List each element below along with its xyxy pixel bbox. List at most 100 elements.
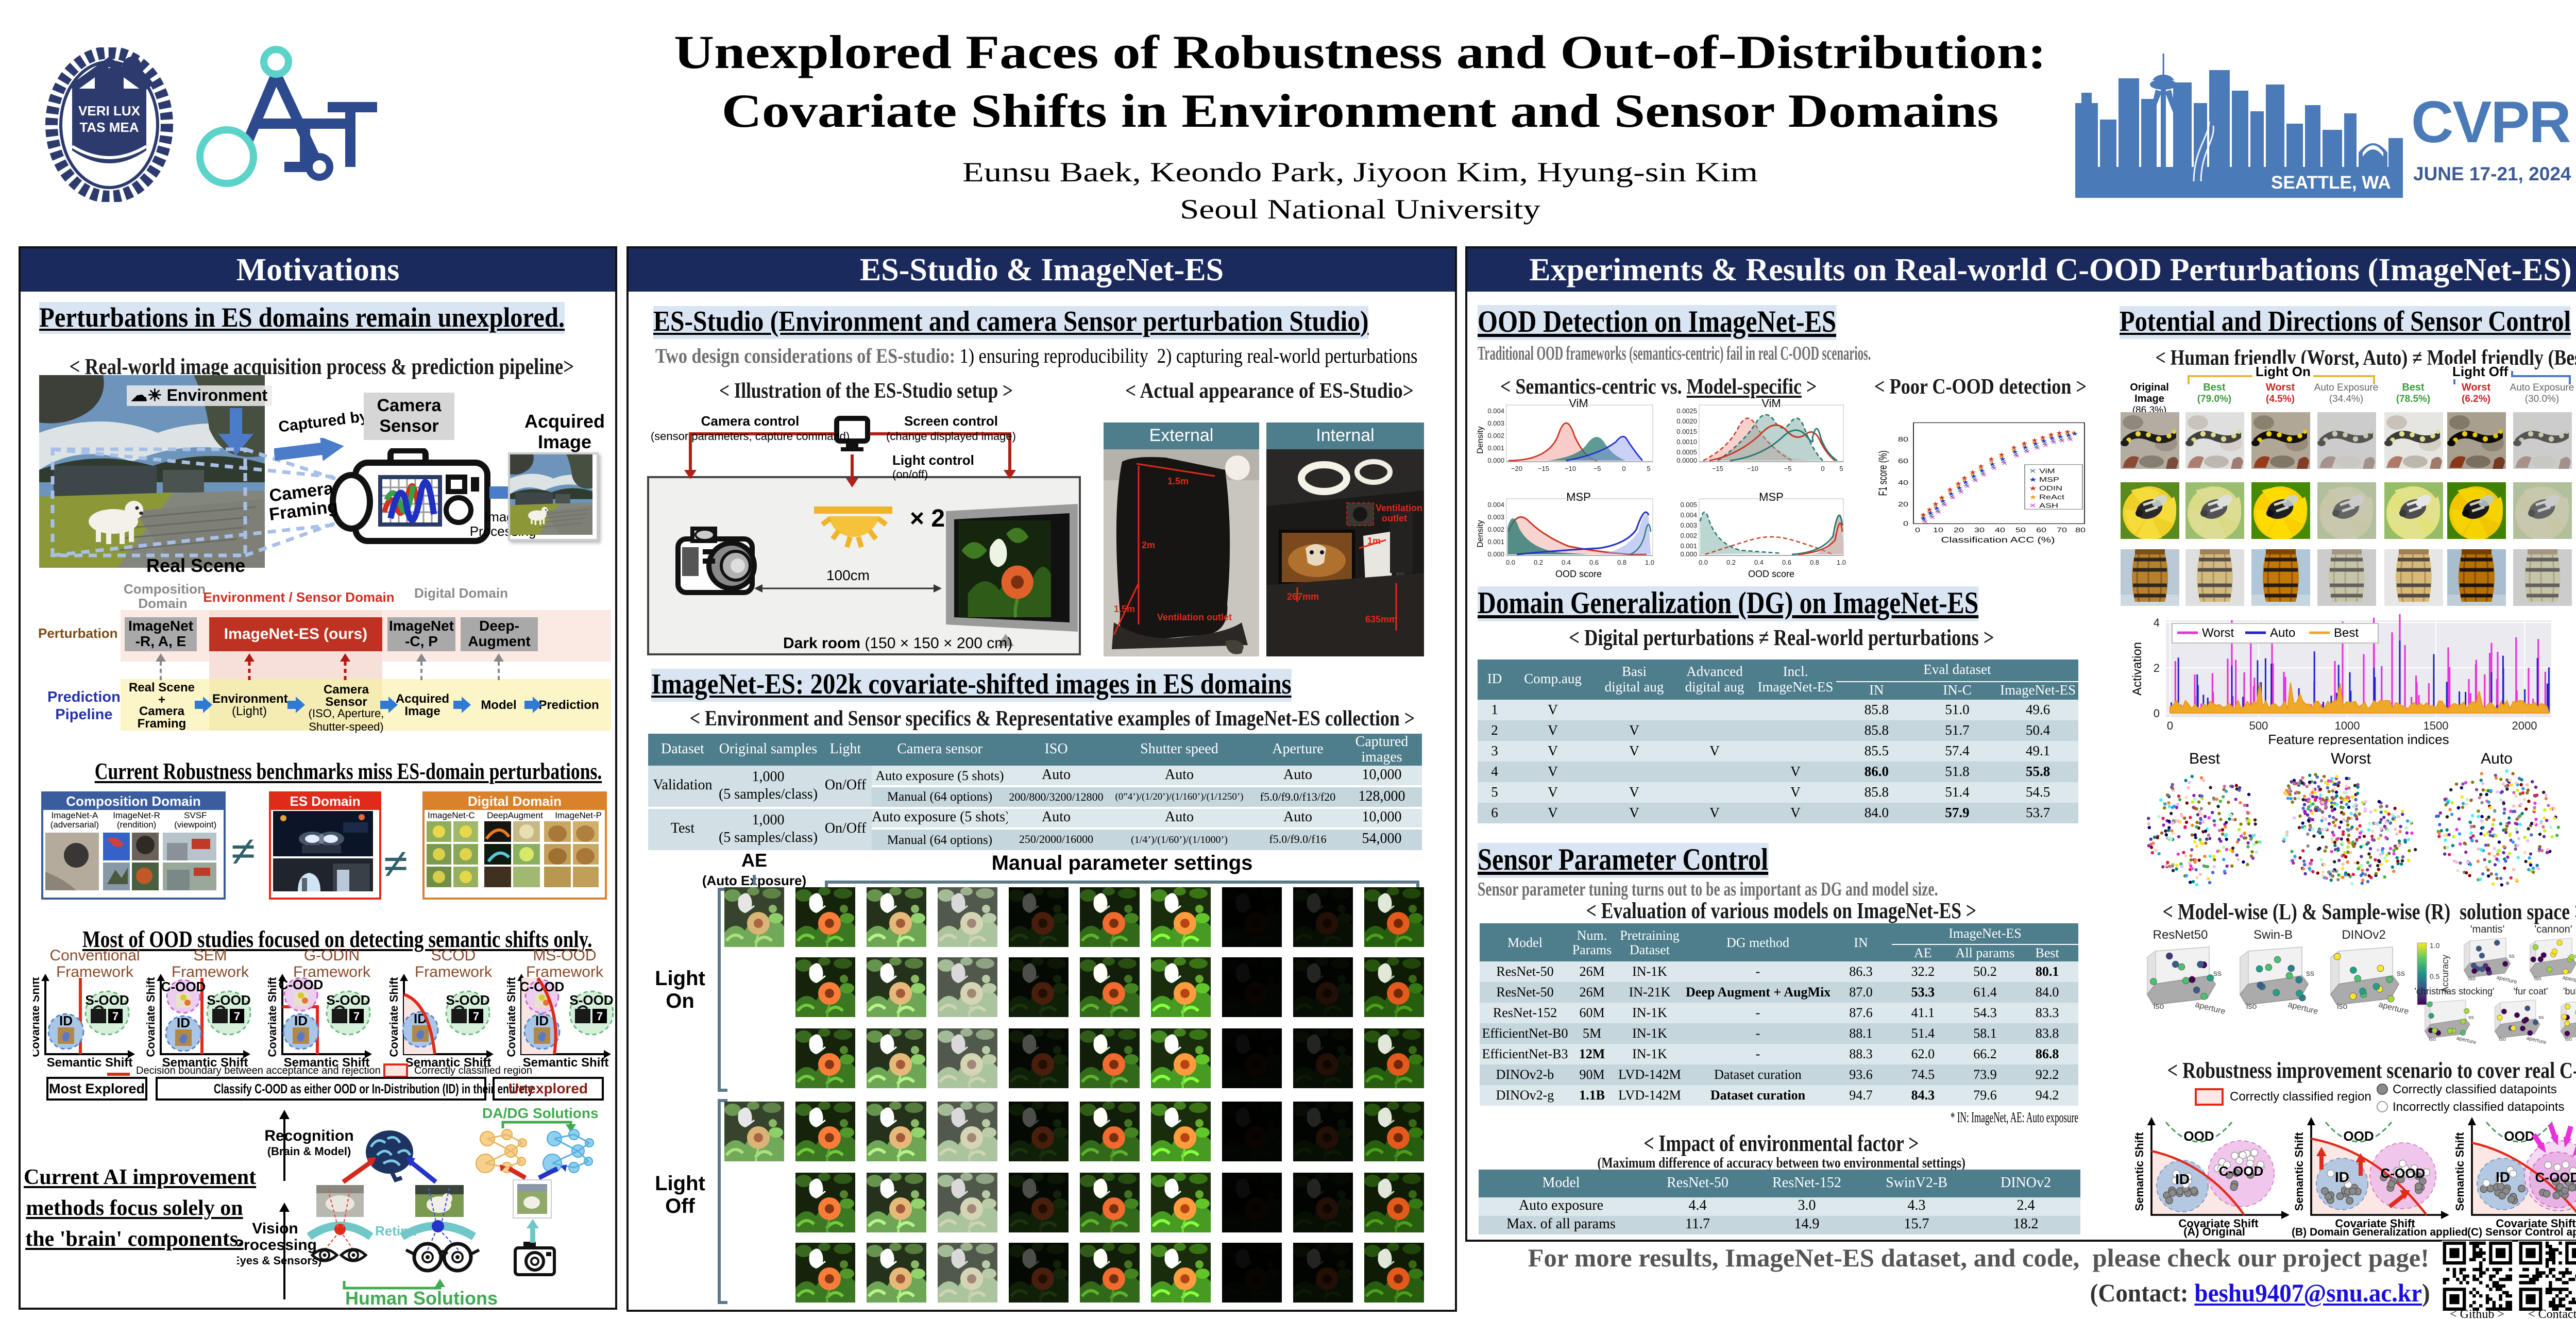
- svg-text:★: ★: [1969, 468, 1976, 475]
- svg-text:★: ★: [2047, 433, 2055, 440]
- svg-text:0.0: 0.0: [1506, 559, 1515, 566]
- svg-text:★: ★: [1955, 482, 1962, 489]
- svg-text:★: ★: [1920, 515, 1927, 521]
- svg-text:✕: ✕: [2012, 451, 2019, 458]
- svg-text:1.5m: 1.5m: [1114, 604, 1135, 614]
- svg-text:Density: Density: [1476, 426, 1485, 453]
- svg-text:★: ★: [2070, 429, 2077, 435]
- svg-text:✕: ✕: [2000, 459, 2007, 465]
- svg-text:✕: ✕: [2059, 437, 2065, 444]
- svg-text:★: ★: [2056, 432, 2063, 438]
- svg-text:Incorrectly classified datapoi: Incorrectly classified datapoints: [2393, 1100, 2565, 1114]
- svg-text:4: 4: [2154, 616, 2160, 629]
- svg-text:'fur coat': 'fur coat': [2514, 986, 2548, 996]
- svg-text:C-OOD: C-OOD: [2535, 1170, 2576, 1185]
- svg-text:Screen control: Screen control: [904, 413, 998, 429]
- svg-text:'mantis': 'mantis': [2470, 924, 2505, 935]
- svg-text:Covariate Shift: Covariate Shift: [2178, 1217, 2259, 1230]
- svg-text:★: ★: [1961, 474, 1968, 481]
- svg-text:★: ★: [1988, 458, 1995, 464]
- svg-text:0.5: 0.5: [2430, 972, 2440, 980]
- svg-text:★: ★: [2011, 448, 2019, 455]
- svg-text:★: ★: [2056, 430, 2063, 436]
- svg-text:0.004: 0.004: [1487, 501, 1504, 509]
- svg-text:ASH: ASH: [2039, 502, 2058, 510]
- svg-text:★: ★: [1932, 500, 1939, 507]
- svg-text:1.0: 1.0: [1837, 559, 1846, 566]
- svg-text:TAS MEA: TAS MEA: [79, 120, 139, 135]
- svg-text:0: 0: [1915, 527, 1920, 534]
- svg-text:1000: 1000: [2335, 719, 2360, 732]
- svg-text:★: ★: [2029, 485, 2037, 492]
- svg-text:✕: ✕: [1963, 481, 1970, 488]
- svg-text:aperture: aperture: [2194, 1000, 2226, 1016]
- svg-text:70: 70: [2057, 527, 2067, 534]
- svg-text:✕: ✕: [2058, 436, 2064, 443]
- svg-text:0.2: 0.2: [1726, 559, 1736, 566]
- svg-text:0.000: 0.000: [1487, 550, 1504, 558]
- svg-text:0.0025: 0.0025: [1676, 407, 1697, 415]
- svg-text:20: 20: [1898, 501, 1908, 508]
- svg-text:Classification ACC (%): Classification ACC (%): [1941, 536, 2055, 545]
- svg-text:★: ★: [1946, 486, 1954, 493]
- svg-text:DINOv2: DINOv2: [2342, 928, 2385, 942]
- svg-text:× 2: × 2: [910, 505, 945, 532]
- svg-text:★: ★: [2071, 430, 2078, 437]
- svg-text:★: ★: [1970, 473, 1977, 480]
- svg-text:Ventilation: Ventilation: [1376, 503, 1422, 513]
- svg-text:★: ★: [1920, 511, 1927, 518]
- svg-text:✕: ✕: [1928, 513, 1935, 519]
- svg-text:−10: −10: [1565, 465, 1576, 472]
- svg-text:aperture: aperture: [2526, 1035, 2547, 1045]
- svg-text:ss: ss: [2575, 953, 2576, 959]
- svg-text:0.002: 0.002: [1680, 532, 1697, 539]
- svg-text:−10: −10: [1747, 465, 1758, 472]
- svg-text:(sensor parameters, capture co: (sensor parameters, capture command): [651, 430, 850, 443]
- svg-text:Covariate Shift: Covariate Shift: [2335, 1217, 2415, 1230]
- svg-text:MSP: MSP: [2039, 477, 2059, 484]
- svg-text:0.8: 0.8: [1810, 559, 1819, 566]
- svg-text:★: ★: [1947, 490, 1955, 497]
- svg-text:★: ★: [2029, 494, 2037, 501]
- svg-text:ODIN: ODIN: [2039, 485, 2062, 492]
- svg-text:500: 500: [2249, 719, 2268, 732]
- svg-text:Density: Density: [1476, 520, 1485, 547]
- svg-text:0.4: 0.4: [1562, 559, 1571, 566]
- svg-text:Auto: Auto: [2270, 626, 2295, 640]
- svg-text:Correctly classified datapoint: Correctly classified datapoints: [2393, 1083, 2557, 1096]
- svg-text:iso: iso: [2565, 1036, 2572, 1042]
- svg-text:✕: ✕: [1940, 500, 1947, 507]
- svg-text:−20: −20: [1511, 465, 1522, 472]
- svg-text:Covariate Shift: Covariate Shift: [2496, 1217, 2576, 1230]
- svg-text:✕: ✕: [1935, 509, 1942, 516]
- svg-text:✕: ✕: [2029, 468, 2037, 475]
- svg-text:0.0020: 0.0020: [1676, 417, 1697, 425]
- svg-text:Human Solutions: Human Solutions: [345, 1288, 498, 1308]
- svg-text:0.003: 0.003: [1487, 513, 1504, 521]
- svg-text:(Brain & Model): (Brain & Model): [267, 1145, 351, 1158]
- svg-text:✕: ✕: [1979, 470, 1986, 477]
- svg-text:(change displayed image): (change displayed image): [886, 430, 1016, 443]
- svg-text:✕: ✕: [2029, 502, 2037, 510]
- svg-text:★: ★: [2029, 477, 2037, 484]
- svg-text:★: ★: [1999, 455, 2006, 462]
- svg-text:0: 0: [2167, 719, 2173, 732]
- svg-text:ID: ID: [2496, 1169, 2510, 1185]
- svg-text:20: 20: [1954, 527, 1964, 534]
- svg-text:0.001: 0.001: [1680, 542, 1697, 550]
- svg-text:✕: ✕: [2041, 441, 2048, 447]
- svg-text:0.004: 0.004: [1487, 407, 1504, 415]
- svg-text:C-OOD: C-OOD: [2219, 1163, 2264, 1179]
- svg-text:outlet: outlet: [1382, 513, 1407, 523]
- svg-text:Activation: Activation: [2130, 642, 2144, 696]
- svg-text:0.002: 0.002: [1487, 432, 1504, 439]
- svg-text:0.0000: 0.0000: [1676, 456, 1697, 464]
- svg-text:2m: 2m: [1142, 540, 1155, 550]
- svg-text:60: 60: [2036, 527, 2046, 534]
- svg-text:★: ★: [2021, 442, 2028, 448]
- svg-text:★: ★: [2021, 439, 2028, 446]
- svg-text:★: ★: [1961, 477, 1968, 483]
- svg-text:10: 10: [1933, 527, 1943, 534]
- svg-text:ss: ss: [2509, 953, 2515, 959]
- svg-text:40: 40: [1995, 527, 2005, 534]
